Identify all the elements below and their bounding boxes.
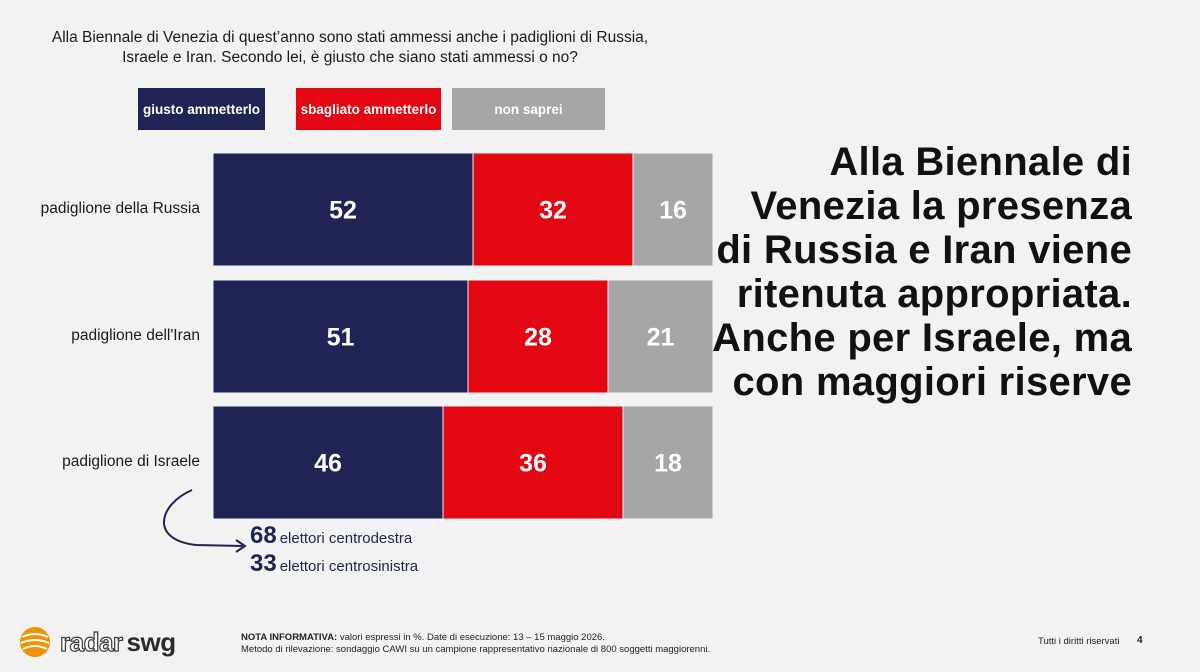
bar-segment bbox=[212, 152, 474, 267]
radar-swg-logo: radar swg bbox=[18, 624, 176, 660]
bar-value-label: 51 bbox=[327, 324, 355, 352]
note-text: valori espressi in %. Date di esecuzione… bbox=[339, 632, 605, 643]
legend-label: giusto ammetterlo bbox=[142, 101, 261, 117]
bar-segment bbox=[212, 405, 444, 520]
legend-item: non saprei bbox=[452, 88, 605, 130]
bar-segment bbox=[622, 405, 714, 520]
logo-radar: radar bbox=[59, 626, 123, 657]
page-number: 4 bbox=[1137, 635, 1143, 646]
method-text: Metodo di rilevazione: sondaggio CAWI su… bbox=[241, 644, 711, 655]
bar-segment bbox=[472, 152, 634, 267]
legend-label: sbagliato ammetterlo bbox=[300, 101, 437, 117]
bar-segment bbox=[212, 279, 469, 394]
bar-value-label: 46 bbox=[314, 450, 342, 478]
rights-text: Tutti i diritti riservati bbox=[1038, 636, 1120, 647]
bar-segment bbox=[607, 279, 714, 394]
bar-value-label: 36 bbox=[519, 450, 547, 478]
category-label: padiglione della Russia bbox=[40, 199, 200, 217]
headline: Alla Biennale di Venezia la presenza di … bbox=[712, 140, 1132, 404]
bar-value-label: 52 bbox=[329, 197, 357, 225]
bar-value-label: 32 bbox=[539, 197, 567, 225]
bar-segment bbox=[442, 405, 624, 520]
chart-question: Alla Biennale di Venezia di quest’anno s… bbox=[51, 29, 649, 66]
annotation-centrodestra: 68 elettori centrodestra bbox=[250, 522, 412, 550]
bar-value-label: 18 bbox=[654, 450, 682, 478]
note-label: NOTA INFORMATIVA: bbox=[241, 632, 338, 643]
annotation-centrosinistra: 33 elettori centrosinistra bbox=[250, 550, 418, 578]
legend-label: non saprei bbox=[494, 101, 563, 117]
category-label: padiglione di Israele bbox=[62, 452, 200, 470]
bar-value-label: 28 bbox=[524, 324, 552, 352]
category-label: padiglione dell'Iran bbox=[71, 326, 200, 344]
bar-segment bbox=[467, 279, 609, 394]
legend-item: sbagliato ammetterlo bbox=[296, 88, 441, 130]
footer-note: NOTA INFORMATIVA: valori espressi in %. … bbox=[241, 632, 710, 656]
annotation-text: elettori centrosinistra bbox=[279, 558, 419, 575]
bar-value-label: 21 bbox=[647, 324, 675, 352]
annotation-number: 68 bbox=[250, 522, 277, 549]
bar-value-label: 16 bbox=[659, 197, 687, 225]
logo-globe-icon bbox=[20, 627, 50, 657]
annotation-number: 33 bbox=[250, 550, 277, 577]
logo-swg: swg bbox=[126, 626, 177, 657]
legend-item: giusto ammetterlo bbox=[138, 88, 265, 130]
annotation-text: elettori centrodestra bbox=[279, 530, 413, 547]
bar-segment bbox=[632, 152, 714, 267]
